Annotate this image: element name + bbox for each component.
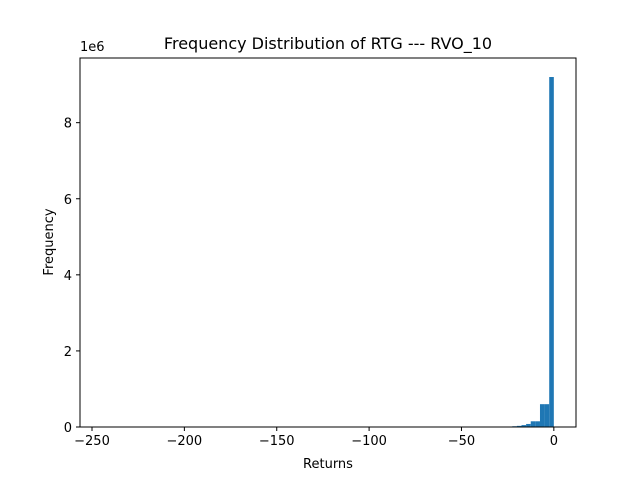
histogram-bar	[535, 421, 540, 427]
plot-frame	[79, 57, 577, 428]
y-tick-label: 2	[64, 345, 72, 360]
histogram-bar	[530, 421, 536, 427]
y-multiplier-label: 1e6	[80, 40, 105, 55]
histogram-bar	[521, 425, 527, 427]
x-tick-label: −50	[448, 434, 475, 449]
histogram-bar	[526, 423, 531, 427]
x-tick-label: −200	[167, 434, 203, 449]
histogram-bar	[544, 404, 550, 427]
x-tick-label: −100	[351, 434, 387, 449]
y-tick-label: 0	[64, 421, 72, 436]
bars-group	[470, 77, 554, 428]
x-axis-label: Returns	[303, 457, 353, 472]
x-tick-label: −250	[74, 434, 110, 449]
histogram-bar	[516, 425, 522, 427]
y-tick-label: 6	[64, 193, 72, 208]
histogram-bar	[549, 77, 554, 428]
x-tick-label: −150	[259, 434, 295, 449]
y-axis-ticks: 0 2 4 6 8	[64, 117, 80, 436]
y-axis-label: Frequency	[42, 208, 57, 275]
x-tick-label: 0	[550, 434, 558, 449]
y-tick-label: 4	[64, 269, 72, 284]
y-tick-label: 8	[64, 117, 72, 132]
x-axis-ticks: −250 −200 −150 −100 −50 0	[74, 427, 558, 449]
chart-title: Frequency Distribution of RTG --- RVO_10	[164, 34, 492, 54]
histogram-bar	[539, 404, 545, 427]
